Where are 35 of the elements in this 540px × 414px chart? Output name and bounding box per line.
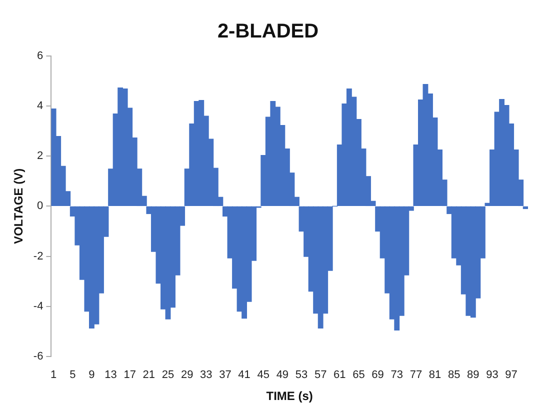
y-tick-label: 4 — [37, 100, 44, 112]
chart-title: 2-BLADED — [217, 20, 319, 43]
x-tick-label: 1 — [50, 369, 57, 382]
x-tick-label: 41 — [238, 369, 250, 382]
x-tick-label: 33 — [200, 369, 212, 382]
x-tick-label: 81 — [428, 369, 442, 382]
y-tick-label: -2 — [33, 250, 44, 262]
y-tick-label: 0 — [37, 200, 44, 212]
x-axis-title: TIME (s) — [266, 389, 313, 404]
x-tick-label: 97 — [505, 369, 518, 382]
y-tick-label: 6 — [37, 50, 44, 62]
x-tick-label: 65 — [352, 369, 365, 382]
x-tick-label: 13 — [104, 369, 117, 382]
x-tick-label: 57 — [314, 369, 327, 382]
x-tick-label: 21 — [142, 369, 156, 382]
y-tick-label: 2 — [37, 150, 44, 162]
x-tick-label: 53 — [295, 369, 308, 382]
y-tick-label: -6 — [33, 350, 44, 362]
x-tick-label: 69 — [372, 369, 384, 382]
x-tick-label: 45 — [257, 369, 270, 382]
x-tick-label: 29 — [180, 369, 194, 382]
x-tick-label: 9 — [88, 369, 95, 382]
x-tick-label: 73 — [390, 369, 403, 382]
x-tick-label: 5 — [70, 369, 76, 382]
x-tick-label: 77 — [410, 369, 422, 382]
x-tick-label: 89 — [467, 369, 480, 382]
x-tick-label: 17 — [124, 369, 136, 382]
x-tick-label: 93 — [486, 369, 498, 382]
y-tick-label: -4 — [33, 300, 44, 312]
x-tick-label: 25 — [162, 369, 174, 382]
x-tick-label: 49 — [276, 369, 289, 382]
x-tick-label: 61 — [334, 369, 346, 382]
x-tick-label: 85 — [448, 369, 460, 382]
x-tick-label: 37 — [219, 369, 232, 382]
y-axis-title: VOLTAGE (V) — [12, 168, 26, 244]
